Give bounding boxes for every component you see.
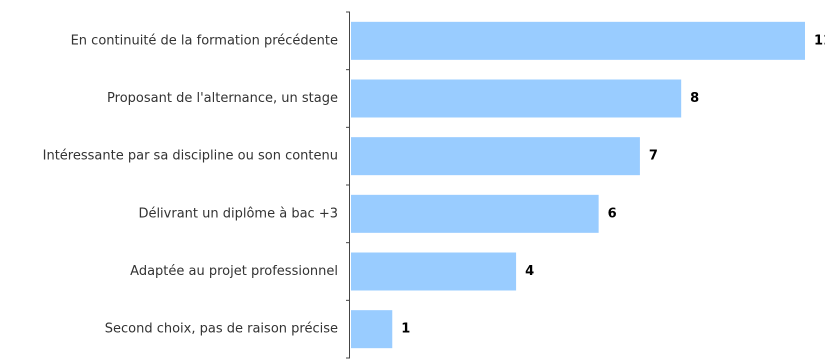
value-label: 7 bbox=[649, 149, 658, 164]
category-label: Proposant de l'alternance, un stage bbox=[107, 91, 338, 106]
value-label: 1 bbox=[401, 322, 410, 337]
value-label: 8 bbox=[690, 91, 699, 106]
category-label: En continuité de la formation précédente bbox=[71, 33, 338, 48]
category-labels: En continuité de la formation précédente… bbox=[43, 33, 338, 336]
bar bbox=[351, 252, 517, 291]
bar bbox=[351, 194, 599, 233]
category-label: Second choix, pas de raison précise bbox=[105, 322, 338, 337]
bar bbox=[351, 79, 682, 118]
bar bbox=[351, 310, 393, 349]
category-label: Intéressante par sa discipline ou son co… bbox=[43, 149, 338, 164]
bar bbox=[351, 137, 640, 176]
value-label: 11 bbox=[814, 33, 825, 48]
value-label: 4 bbox=[525, 264, 534, 279]
category-label: Délivrant un diplôme à bac +3 bbox=[138, 206, 338, 221]
bar bbox=[351, 21, 805, 60]
value-labels: 11 8 7 6 4 1 bbox=[401, 33, 825, 336]
axis-ticks bbox=[346, 11, 350, 359]
bars-group bbox=[351, 21, 805, 349]
category-label: Adaptée au projet professionnel bbox=[130, 264, 338, 279]
value-label: 6 bbox=[608, 206, 617, 221]
